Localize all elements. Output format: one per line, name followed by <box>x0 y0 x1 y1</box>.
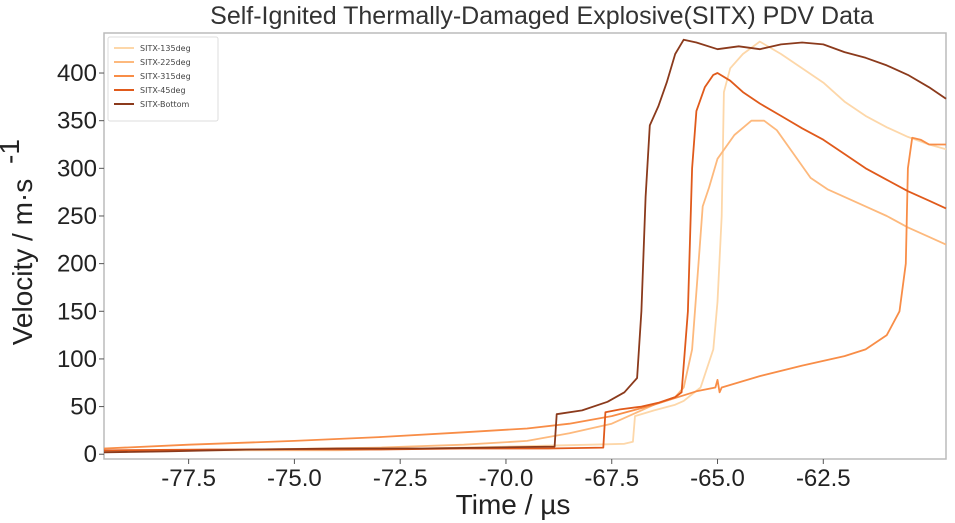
legend-label: SITX-45deg <box>140 86 186 95</box>
y-axis-label-group: Velocity / m·s -1 <box>0 139 38 345</box>
y-tick-label: 350 <box>57 108 97 135</box>
legend-box <box>107 36 219 122</box>
series-layer <box>103 38 947 454</box>
x-axis: -77.5 -75.0 -72.5 -70.0 -67.5 -65.0 -62.5 <box>161 459 851 492</box>
series-line-sitx-bottom <box>103 38 947 454</box>
legend-label: SITX-Bottom <box>140 100 190 109</box>
x-tick-label: -72.5 <box>373 465 428 492</box>
x-tick-label: -77.5 <box>161 465 216 492</box>
y-tick-label: 200 <box>57 251 97 278</box>
legend-label: SITX-135deg <box>140 44 191 53</box>
x-tick-label: -70.0 <box>479 465 534 492</box>
x-tick-label: -67.5 <box>584 465 639 492</box>
y-tick-label: 100 <box>57 346 97 373</box>
legend: SITX-135deg SITX-225deg SITX-315deg SITX-45… <box>107 36 219 122</box>
y-tick-label: 250 <box>57 203 97 230</box>
y-tick-label: 50 <box>70 394 97 421</box>
series-line-sitx-45deg <box>103 72 947 452</box>
series-line-sitx-135deg <box>104 40 947 452</box>
legend-label: SITX-225deg <box>140 58 191 67</box>
y-tick-label: 400 <box>57 60 97 87</box>
x-tick-label: -62.5 <box>796 465 851 492</box>
y-tick-label: 150 <box>57 298 97 325</box>
legend-label: SITX-315deg <box>140 72 191 81</box>
x-axis-label: Time / µs <box>456 489 571 520</box>
plot-area <box>103 32 947 460</box>
y-axis-label: Velocity / m·s <box>7 179 38 345</box>
chart-title: Self-Ignited Thermally-Damaged Explosive… <box>210 2 874 30</box>
y-axis: 0 50 100 150 200 250 300 350 400 <box>57 60 104 468</box>
y-tick-label: 0 <box>84 441 97 468</box>
y-axis-label-superscript: -1 <box>0 139 25 164</box>
x-tick-label: -65.0 <box>690 465 745 492</box>
x-tick-label: -75.0 <box>267 465 322 492</box>
y-tick-label: 300 <box>57 155 97 182</box>
series-line-sitx-315deg <box>103 136 946 450</box>
